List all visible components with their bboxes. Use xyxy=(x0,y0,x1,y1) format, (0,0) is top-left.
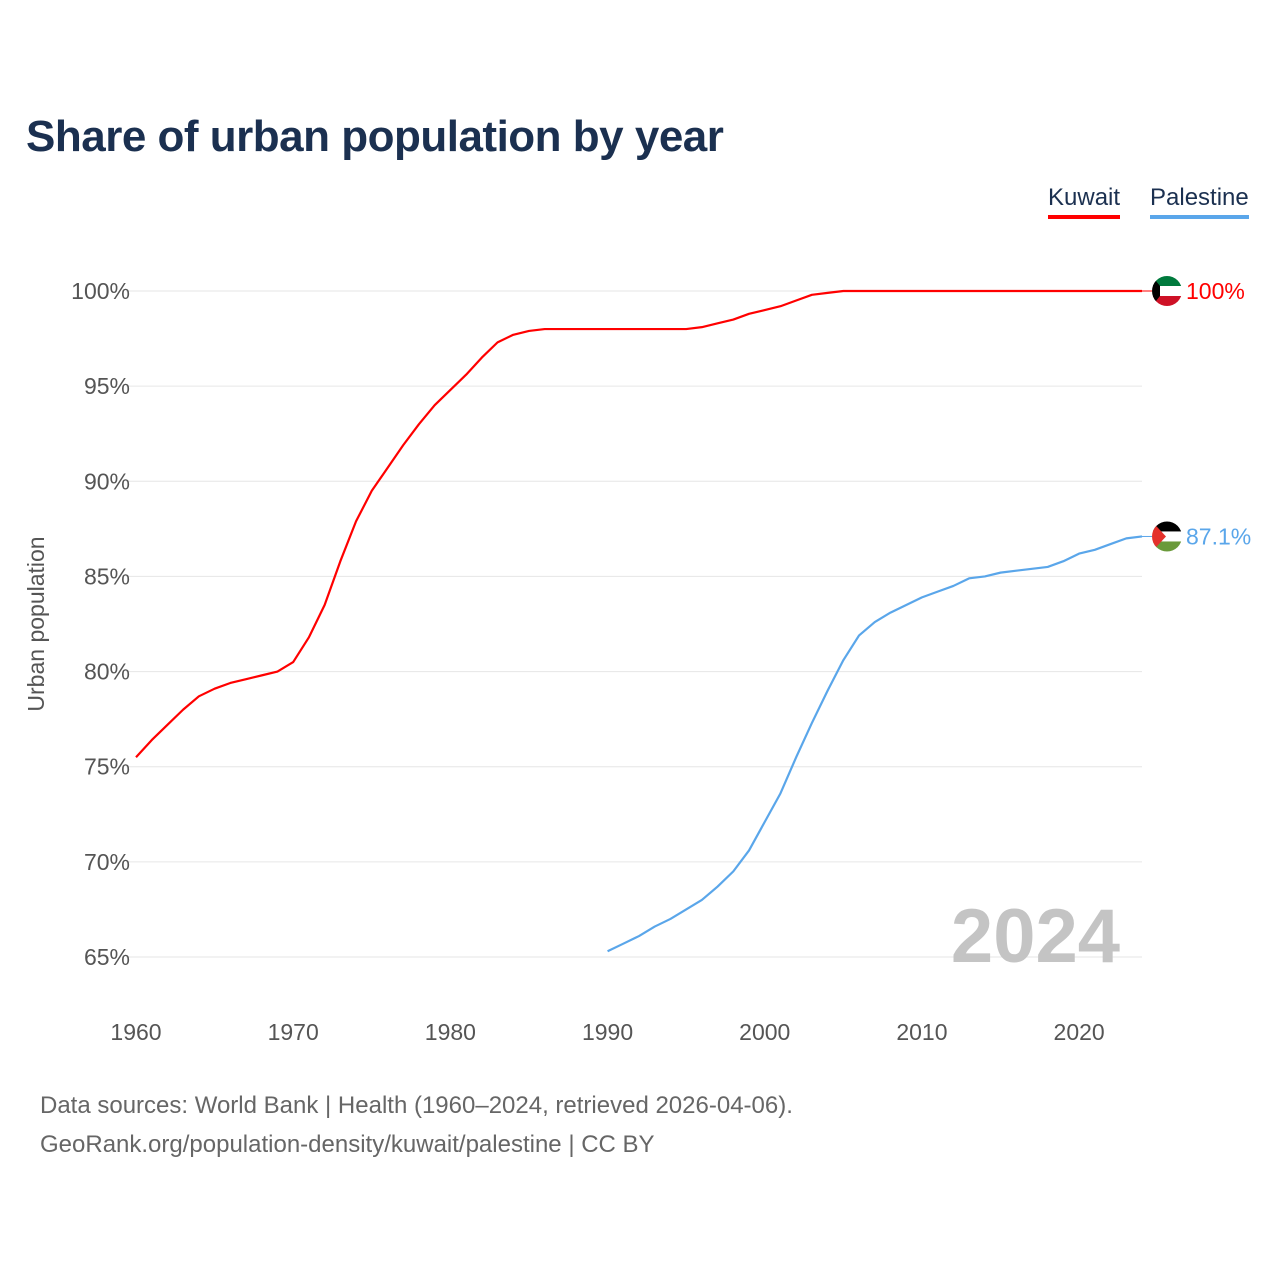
x-tick-label: 1970 xyxy=(268,1019,319,1045)
year-watermark: 2024 xyxy=(951,894,1120,979)
y-tick-label: 70% xyxy=(84,849,130,875)
x-tick-label: 2020 xyxy=(1054,1019,1105,1045)
y-tick-label: 100% xyxy=(71,278,130,304)
y-tick-label: 65% xyxy=(84,944,130,970)
x-tick-label: 2010 xyxy=(896,1019,947,1045)
source-note: Data sources: World Bank | Health (1960–… xyxy=(40,1092,793,1119)
flag-kuwait-icon xyxy=(1152,276,1182,306)
flag-palestine-icon xyxy=(1152,521,1182,552)
footer: Data sources: World Bank | Health (1960–… xyxy=(40,1086,793,1164)
y-tick-label: 90% xyxy=(84,468,130,494)
x-tick-label: 1980 xyxy=(425,1019,476,1045)
legend-kuwait[interactable]: Kuwait xyxy=(1048,184,1121,219)
x-tick-label: 1990 xyxy=(582,1019,633,1045)
y-tick-label: 80% xyxy=(84,659,130,685)
y-tick-label: 95% xyxy=(84,373,130,399)
y-axis-label: Urban population xyxy=(23,536,49,711)
end-value-label-palestine: 87.1% xyxy=(1186,523,1251,549)
end-value-label-kuwait: 100% xyxy=(1186,278,1245,304)
source-link[interactable]: GeoRank.org/population-density/kuwait/pa… xyxy=(40,1131,655,1158)
line-chart: 65% 70% 75% 80% 85% 90% 95% 100% 1960 1970 1980 199… xyxy=(23,276,1251,1045)
y-tick-label: 85% xyxy=(84,563,130,589)
series-line-palestine xyxy=(607,535,1143,953)
x-tick-label: 2000 xyxy=(739,1019,790,1045)
chart-title: Share of urban population by year xyxy=(26,112,724,161)
series-line-kuwait xyxy=(135,289,1142,758)
y-tick-label: 75% xyxy=(84,754,130,780)
legend-palestine[interactable]: Palestine xyxy=(1150,184,1249,219)
x-tick-label: 1960 xyxy=(110,1019,161,1045)
